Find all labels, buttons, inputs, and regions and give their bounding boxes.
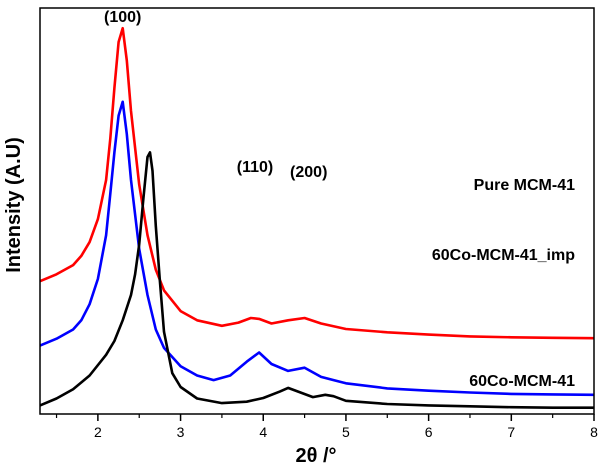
- series-labels: Pure MCM-41 60Co-MCM-41_imp 60Co-MCM-41: [432, 177, 575, 390]
- x-tick-label: 8: [590, 424, 598, 440]
- plot-lines: [39, 26, 595, 409]
- plot-border: [39, 7, 595, 415]
- x-tick-label: 5: [342, 424, 350, 440]
- series-label-1: Pure MCM-41: [474, 177, 575, 194]
- y-axis-title: Intensity (A.U): [3, 137, 25, 273]
- x-tick-label: 7: [507, 424, 515, 440]
- series-line-1: [39, 26, 595, 340]
- peak-label: (200): [290, 164, 327, 181]
- x-axis-title: 2θ /°: [295, 445, 336, 467]
- peak-label: (110): [237, 159, 273, 176]
- peak-label: (100): [104, 9, 141, 26]
- series-label-2: 60Co-MCM-41_imp: [432, 247, 575, 264]
- x-tick-label: 6: [425, 424, 433, 440]
- series-line-2: [39, 100, 595, 397]
- x-tick-label: 2: [94, 424, 102, 440]
- series-label-3: 60Co-MCM-41: [469, 373, 575, 390]
- series-line-3: [39, 151, 594, 409]
- x-tick-label: 4: [259, 424, 267, 440]
- x-ticks: 2 3 4 5 6 7 8: [55, 414, 598, 440]
- peak-labels: (100) (110) (200): [104, 9, 327, 181]
- plot-frame: [39, 7, 595, 415]
- x-tick-label: 3: [177, 424, 185, 440]
